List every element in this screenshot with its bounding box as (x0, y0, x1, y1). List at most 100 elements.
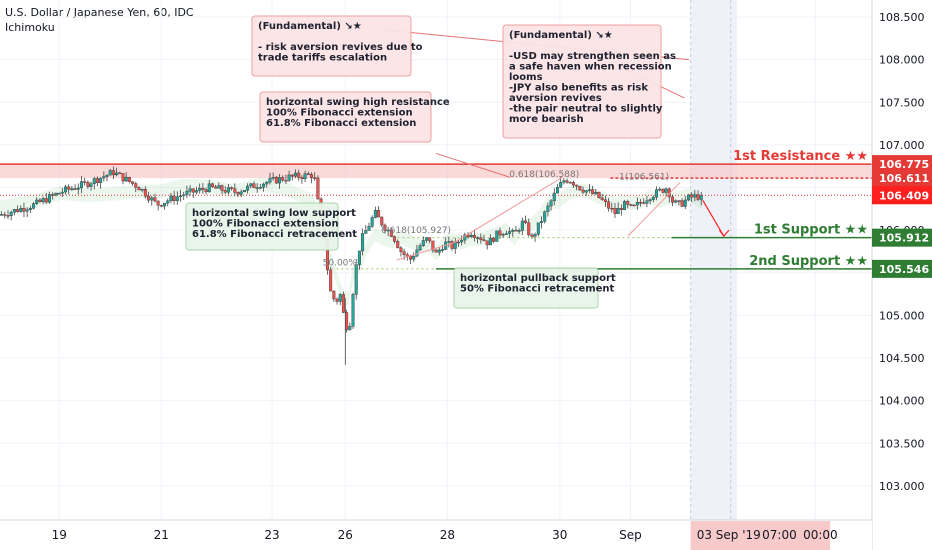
candle-body (485, 240, 489, 246)
time-highlight-date: 03 Sep '19 (697, 528, 761, 542)
candle-body (214, 186, 218, 189)
candle-body (16, 209, 20, 212)
candle (169, 192, 173, 204)
candle-body (476, 237, 480, 239)
candle-body (389, 229, 393, 237)
note-box (185, 202, 339, 251)
candle (265, 180, 269, 188)
candle-body (249, 183, 253, 187)
candle (76, 183, 80, 195)
candle-body (179, 195, 183, 197)
candle-body (549, 200, 553, 207)
price-tag-bg (872, 169, 932, 188)
candle (386, 226, 390, 237)
candle-body (335, 298, 339, 302)
price-tick: 108.000 (879, 54, 925, 67)
candle-body (495, 230, 499, 242)
candle (389, 227, 393, 238)
candle-body (399, 247, 403, 252)
candle (635, 197, 639, 210)
candle-body (95, 178, 99, 183)
candle (41, 196, 45, 204)
candle-body (380, 216, 384, 226)
candle (581, 186, 585, 195)
candle-body (699, 195, 703, 200)
candle (105, 174, 109, 182)
fib-label: 50.00% (323, 259, 358, 269)
fib-label: 1(106.561) (619, 172, 669, 182)
candle-body (440, 249, 444, 251)
candle-body (511, 229, 515, 232)
candle-body (329, 269, 333, 292)
candle (271, 172, 275, 181)
candle-body (412, 255, 416, 260)
candle (524, 215, 528, 224)
candle (290, 174, 294, 181)
candle (233, 183, 237, 196)
candle (424, 237, 428, 244)
candle (252, 181, 256, 189)
candle-body (309, 174, 313, 178)
candle (303, 170, 307, 182)
price-tag-bg (872, 155, 932, 174)
candle (207, 179, 211, 193)
candle-body (284, 179, 288, 182)
candle (166, 198, 170, 207)
candle (351, 292, 355, 329)
candle (536, 222, 540, 237)
candle (188, 184, 192, 197)
candle-body (175, 196, 179, 201)
candle-body (111, 170, 115, 176)
candle-body (680, 200, 684, 207)
candle (191, 188, 195, 198)
resistance-zone (0, 164, 872, 179)
note-connector (435, 152, 511, 178)
candle-body (172, 195, 176, 201)
candle (686, 193, 690, 202)
candle-body (361, 233, 365, 252)
candle-body (169, 195, 173, 202)
candle-body (488, 237, 492, 246)
candle (533, 232, 537, 242)
candle-body (25, 209, 29, 212)
candle-body (92, 178, 96, 185)
candle (111, 166, 115, 180)
candle-body (520, 220, 524, 231)
candle (6, 210, 10, 220)
note-box (259, 91, 432, 143)
candle (629, 203, 633, 207)
candle (60, 188, 64, 197)
candle-body (230, 187, 234, 189)
candle-body (364, 230, 368, 234)
candle-body (188, 188, 192, 192)
note-box (453, 267, 599, 309)
candle (645, 195, 649, 208)
candle-body (118, 172, 122, 175)
candle-body (19, 208, 23, 212)
candle (223, 186, 227, 195)
candle (555, 183, 559, 194)
candle (661, 188, 665, 194)
candle (226, 183, 230, 195)
candle-body (613, 208, 617, 214)
candle-body (533, 234, 537, 237)
candle (182, 191, 186, 200)
candle-body (265, 181, 269, 185)
candle (568, 181, 572, 184)
candle (92, 176, 96, 190)
candle-body (220, 185, 224, 191)
candle (619, 204, 623, 216)
fib-label: 0.618(106.588) (509, 170, 579, 180)
candle-body (357, 250, 361, 265)
price-axis[interactable]: 108.500108.000107.500107.000106.500106.0… (871, 0, 932, 550)
candle (143, 186, 147, 199)
candle-body (12, 209, 16, 213)
candle (565, 178, 569, 184)
price-tag-bg (872, 228, 932, 247)
candle (472, 229, 476, 242)
candle (83, 177, 87, 186)
candle-body (492, 237, 496, 242)
candle-body (316, 177, 320, 200)
